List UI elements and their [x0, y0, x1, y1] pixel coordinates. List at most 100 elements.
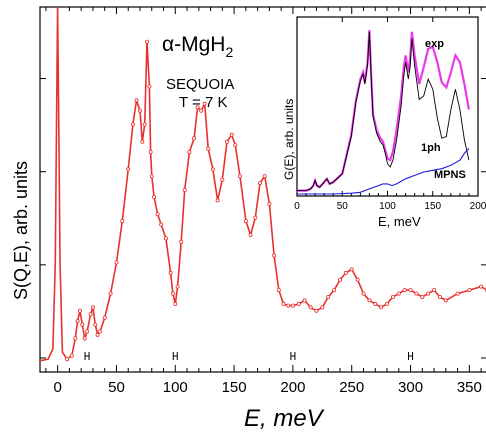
data-point — [182, 187, 187, 192]
data-point — [95, 332, 100, 337]
data-point — [414, 291, 419, 296]
data-point — [296, 301, 301, 306]
inset-x-tick-label: 100 — [379, 201, 396, 212]
x-tick-label: 0 — [53, 379, 61, 396]
data-point — [90, 305, 95, 310]
data-point — [149, 174, 154, 179]
x-tick-label: 50 — [108, 379, 125, 396]
legend-1ph: 1ph — [421, 142, 441, 154]
data-point — [206, 146, 211, 151]
data-point — [286, 303, 291, 308]
data-point — [384, 301, 389, 306]
data-point — [443, 298, 448, 303]
data-point — [248, 232, 253, 237]
data-point — [152, 194, 157, 199]
data-point — [420, 294, 425, 299]
data-point — [75, 319, 80, 324]
y-axis-label: S(Q,E), arb. units — [11, 161, 31, 300]
data-point — [262, 174, 267, 179]
data-point — [343, 270, 348, 275]
data-point — [432, 288, 437, 293]
data-point — [253, 215, 258, 220]
x-tick-label: 250 — [339, 379, 364, 396]
chart-title: α-MgH2 — [162, 33, 233, 60]
data-point — [210, 167, 215, 172]
data-point — [78, 308, 83, 313]
data-point — [82, 336, 87, 341]
data-point — [163, 236, 168, 241]
data-point — [155, 212, 160, 217]
data-point — [93, 322, 98, 327]
data-point — [320, 305, 325, 310]
data-point — [142, 122, 147, 127]
data-point — [98, 329, 103, 334]
legend-mpns: MPNS — [434, 169, 466, 181]
data-point — [170, 291, 175, 296]
data-point — [215, 198, 220, 203]
data-point — [408, 288, 413, 293]
data-point — [229, 132, 234, 137]
data-point — [126, 167, 131, 172]
data-point — [396, 291, 401, 296]
data-point — [237, 174, 242, 179]
data-point — [314, 308, 319, 313]
data-point — [281, 301, 286, 306]
data-point — [224, 139, 229, 144]
data-point — [85, 329, 90, 334]
x-tick-label: 150 — [222, 379, 247, 396]
data-point — [437, 294, 442, 299]
data-point — [73, 336, 78, 341]
data-point — [243, 219, 248, 224]
legend-exp: exp — [425, 38, 444, 50]
data-point — [80, 322, 85, 327]
data-point — [140, 139, 145, 144]
data-point — [88, 312, 93, 317]
data-point — [120, 219, 125, 224]
data-point — [148, 150, 153, 155]
inset-x-tick-label: 50 — [337, 201, 349, 212]
chart-title-subscript: 2 — [225, 44, 233, 60]
annotation-instrument: SEQUOIA — [166, 76, 234, 93]
data-point — [102, 315, 107, 320]
data-point — [159, 222, 164, 227]
data-point — [187, 150, 192, 155]
data-point — [308, 305, 313, 310]
data-point — [267, 201, 272, 206]
x-tick-label: 100 — [163, 379, 188, 396]
data-point — [455, 291, 460, 296]
data-point — [349, 267, 354, 272]
inset-x-tick-label: 0 — [294, 201, 300, 212]
data-point — [168, 270, 173, 275]
data-point — [69, 353, 74, 358]
data-point — [367, 298, 372, 303]
inset-y-axis-label: G(E), arb. units — [282, 99, 296, 180]
data-point — [192, 136, 197, 141]
data-point — [467, 288, 472, 293]
data-point — [326, 294, 331, 299]
data-point — [373, 301, 378, 306]
x-tick-label: 300 — [398, 379, 423, 396]
data-point — [402, 288, 407, 293]
data-point — [302, 298, 307, 303]
data-point — [257, 181, 262, 186]
data-point — [175, 284, 180, 289]
data-point — [220, 177, 225, 182]
data-point — [147, 84, 152, 89]
data-point — [379, 305, 384, 310]
x-tick-label: 200 — [280, 379, 305, 396]
data-point — [479, 284, 484, 289]
inset-x-tick-label: 150 — [424, 201, 441, 212]
data-point — [134, 98, 139, 103]
inset-x-tick-label: 200 — [470, 201, 486, 212]
data-point — [144, 39, 149, 44]
data-point — [290, 303, 295, 308]
data-point — [114, 260, 119, 265]
data-point — [65, 357, 70, 362]
data-point — [272, 253, 277, 258]
data-point — [361, 291, 366, 296]
series-line — [39, 6, 486, 362]
data-point — [426, 291, 431, 296]
data-point — [137, 108, 142, 113]
inset-x-axis-label: E, meV — [378, 214, 421, 229]
